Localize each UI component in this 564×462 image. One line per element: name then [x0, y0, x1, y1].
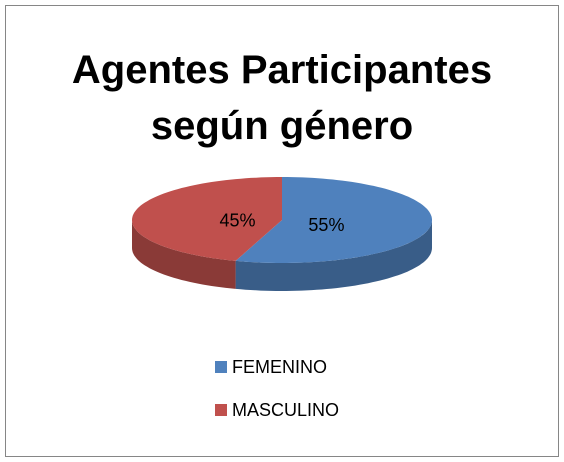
pie-side — [235, 220, 432, 291]
data-label: 45% — [220, 211, 256, 231]
legend-swatch — [215, 404, 227, 416]
legend-swatch — [215, 361, 227, 373]
chart-title: Agentes Participantes según género — [71, 48, 493, 148]
pie-slice — [235, 177, 432, 263]
legend-label: MASCULINO — [232, 400, 339, 420]
legend-label: FEMENINO — [232, 357, 327, 377]
pie-slice — [132, 177, 282, 261]
pie-side — [132, 220, 236, 289]
data-label: 55% — [308, 215, 344, 235]
